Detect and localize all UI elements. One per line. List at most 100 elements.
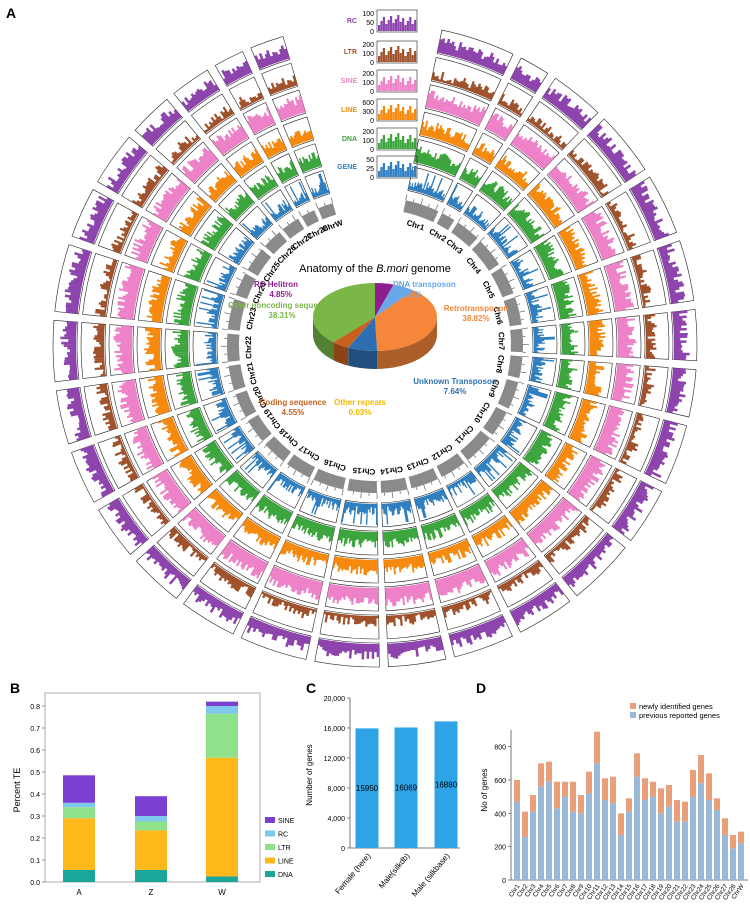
track-bars-gene	[533, 326, 555, 353]
chromosome-tick	[306, 209, 309, 213]
track-frame-gene	[304, 170, 331, 200]
track-frame-ltr	[497, 82, 534, 118]
track-bars-gene	[341, 501, 378, 525]
bar-previous	[594, 763, 600, 880]
chromosome-tick	[520, 371, 527, 374]
track-frame-ltr	[199, 561, 257, 610]
bar-new	[626, 798, 632, 812]
chromosome-tick	[239, 410, 243, 412]
track-frame-gene	[194, 367, 226, 402]
bar-new	[642, 778, 648, 800]
ring-scale-legend: RC 100 50 0 LTR 200 100 0 SINE 200 100 0 LINE 600 300 0…	[337, 9, 418, 182]
track-bars-rc	[612, 481, 655, 535]
chromosome-tick	[494, 432, 498, 435]
track-frame-ltr	[80, 322, 108, 379]
track-bars-rc	[106, 145, 147, 194]
track-bars-ltr	[442, 590, 492, 618]
track-frame-sine	[108, 324, 135, 376]
ring-legend-tick: 0	[370, 118, 374, 125]
y-tick-label: 0.2	[30, 836, 40, 843]
track-frame-rc	[448, 614, 513, 658]
track-bars-line	[179, 455, 212, 494]
chromosome-Chr26	[264, 232, 288, 255]
legend-swatch	[265, 817, 275, 823]
chromosome-tick	[228, 390, 235, 393]
bar-new	[730, 835, 736, 849]
bar-dna	[135, 869, 167, 882]
track-bars-sine	[568, 455, 606, 502]
track-frame-dna	[533, 235, 573, 281]
track-bars-sine	[435, 564, 487, 596]
track-frame-line	[282, 116, 315, 148]
panel-label-a: A	[6, 5, 16, 21]
track-frame-dna	[218, 469, 261, 511]
chromosome-Chr18	[265, 436, 292, 462]
ring-legend-tick: 50	[366, 20, 374, 27]
track-bars-gene	[474, 445, 513, 482]
track-bars-line	[208, 171, 237, 202]
track-frame-ltr	[441, 588, 501, 631]
chromosome-label: Chr5	[481, 280, 497, 301]
track-bars-ltr	[631, 254, 652, 308]
chromosome-tick	[330, 197, 334, 204]
bar-previous	[690, 796, 696, 880]
legend-label: LINE	[278, 859, 294, 866]
ring-legend-tick: 300	[362, 109, 374, 116]
track-bars-rc	[448, 615, 506, 648]
track-frame-line	[225, 141, 265, 179]
track-frame-sine	[603, 258, 639, 312]
legend-swatch	[265, 871, 275, 877]
chromosome-tick	[464, 462, 469, 468]
pie-label: Retrotransposon	[444, 304, 509, 313]
track-frame-dna	[243, 165, 279, 201]
track-frame-sine	[272, 89, 307, 123]
track-bars-dna	[543, 391, 573, 432]
bar-rc	[135, 816, 167, 822]
track-frame-dna	[166, 371, 199, 410]
track-bars-ltr	[606, 201, 637, 251]
track-bars-dna	[291, 515, 335, 543]
track-frame-ltr	[156, 525, 209, 577]
track-frame-gene	[463, 193, 502, 232]
chromosome-tick	[423, 484, 426, 491]
track-frame-sine	[145, 172, 191, 223]
track-frame-sine	[216, 539, 269, 585]
track-bars-ltr	[619, 412, 644, 465]
pie-slice	[312, 283, 375, 343]
bar-new	[706, 773, 712, 800]
track-frame-gene	[203, 256, 238, 292]
track-frame-dna	[522, 429, 563, 473]
track-frame-ltr	[496, 559, 554, 608]
track-frame-gene	[192, 330, 219, 367]
chromosome-Chr20	[235, 390, 257, 418]
track-frame-line	[583, 361, 613, 399]
track-bars-line	[261, 138, 287, 159]
legend-label: SINE	[278, 818, 295, 825]
chromosome-tick	[508, 278, 515, 282]
chromosome-label: Chr14	[379, 464, 403, 476]
pie-slice	[375, 284, 414, 317]
track-frame-dna	[542, 391, 579, 436]
ring-legend-frame	[376, 98, 418, 122]
track-frame-line	[197, 162, 238, 203]
track-bars-sine	[582, 211, 616, 260]
track-bars-gene	[196, 288, 224, 329]
chromosome-Chr11	[460, 430, 491, 461]
bar-new	[682, 801, 688, 822]
track-frame-sine	[176, 141, 220, 185]
chromosome-tick	[514, 294, 521, 298]
pie-slice	[348, 317, 378, 351]
track-frame-ltr	[525, 101, 579, 151]
chromosome-tick	[245, 421, 249, 425]
x-tick-label: Female (here)	[333, 851, 372, 896]
track-frame-sine	[424, 84, 490, 127]
track-frame-rc	[71, 444, 116, 503]
track-bars-ltr	[238, 92, 264, 110]
legend-label: RC	[278, 832, 288, 839]
pie-slice	[348, 317, 375, 348]
track-bars-rc	[246, 616, 311, 651]
panel-label-d: D	[476, 680, 486, 696]
track-bars-sine	[604, 260, 635, 312]
track-frame-dna	[293, 143, 323, 174]
